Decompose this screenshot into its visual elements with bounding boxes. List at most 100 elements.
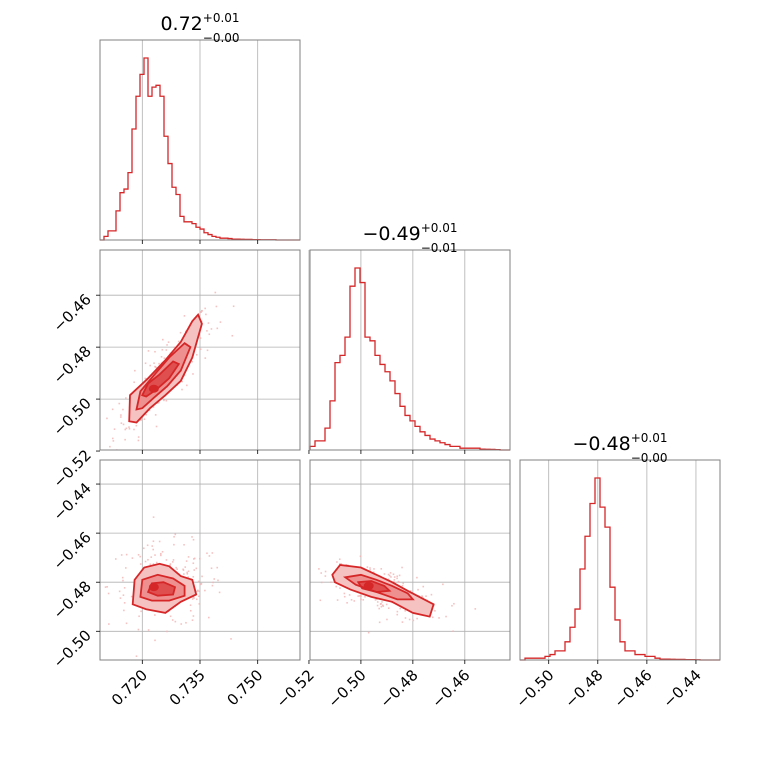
- sample-point: [338, 558, 341, 561]
- sample-point: [336, 561, 338, 563]
- sample-point: [350, 598, 353, 601]
- panel-frame: [519, 459, 721, 661]
- sample-point: [392, 573, 395, 576]
- param-title-minus-3: −0.00: [631, 451, 668, 465]
- sample-point: [324, 575, 327, 577]
- sample-point: [204, 357, 207, 359]
- param-title-minus-1: −0.00: [203, 31, 240, 45]
- sample-point: [191, 360, 194, 363]
- sample-point: [430, 593, 433, 596]
- sample-point: [324, 570, 327, 573]
- title-median: −0.48: [572, 433, 630, 455]
- sample-point: [122, 423, 125, 426]
- sample-point: [374, 599, 377, 601]
- sample-point: [396, 577, 398, 580]
- sample-point: [120, 422, 123, 424]
- contour-line-level-2: [139, 573, 186, 602]
- sample-point: [120, 554, 123, 556]
- joint-panel-3: [308, 459, 511, 664]
- sample-point: [416, 576, 418, 579]
- sample-point: [173, 543, 175, 546]
- sample-point: [154, 365, 156, 368]
- panel-frame: [309, 459, 511, 661]
- sample-point: [451, 604, 453, 607]
- joint-panel-2: −0.50−0.48−0.46−0.44: [50, 459, 301, 672]
- sample-point: [184, 566, 187, 568]
- sample-point: [183, 315, 186, 317]
- density-peak: [148, 583, 159, 592]
- sample-point: [369, 569, 371, 571]
- density-peak: [148, 384, 159, 393]
- sample-point: [392, 581, 395, 583]
- sample-point: [319, 599, 322, 602]
- sample-point: [425, 595, 427, 597]
- sample-point: [393, 579, 396, 581]
- sample-point: [191, 598, 194, 600]
- sample-point: [135, 424, 138, 427]
- sample-point: [208, 333, 211, 336]
- sample-point: [376, 601, 379, 603]
- sample-point: [118, 590, 121, 593]
- joint-panel-content: [100, 250, 300, 450]
- sample-point: [122, 579, 124, 582]
- sample-point: [154, 350, 156, 353]
- sample-point: [125, 622, 128, 625]
- sample-point: [152, 406, 155, 408]
- histogram-step-line: [520, 477, 720, 661]
- sample-point: [210, 328, 213, 330]
- sample-point: [155, 425, 158, 428]
- sample-point: [330, 581, 332, 584]
- sample-point: [452, 630, 454, 633]
- sample-point: [421, 595, 423, 598]
- sample-point: [210, 567, 213, 570]
- sample-point: [199, 337, 202, 339]
- sample-point: [422, 585, 425, 588]
- sample-point: [204, 307, 206, 310]
- sample-point: [173, 535, 175, 538]
- sample-point: [174, 620, 177, 623]
- sample-point: [152, 548, 154, 551]
- sample-point: [158, 362, 160, 365]
- sample-point: [147, 350, 150, 352]
- sample-point: [389, 572, 392, 574]
- sample-point: [187, 556, 190, 558]
- sample-point: [231, 334, 234, 337]
- sample-point: [182, 569, 185, 571]
- sample-point: [121, 576, 124, 579]
- sample-point: [339, 562, 341, 565]
- sample-point: [154, 614, 156, 616]
- sample-point: [378, 607, 381, 610]
- sample-point: [362, 599, 365, 601]
- sample-point: [401, 566, 403, 569]
- sample-point: [89, 603, 91, 605]
- sample-point: [123, 602, 126, 604]
- sample-point: [122, 594, 125, 596]
- sample-point: [343, 592, 346, 595]
- sample-point: [177, 340, 180, 343]
- sample-point: [346, 602, 348, 604]
- sample-point: [146, 544, 149, 547]
- sample-point: [197, 589, 199, 592]
- sample-point: [335, 585, 338, 588]
- sample-point: [206, 349, 209, 352]
- sample-point: [196, 353, 198, 356]
- sample-point: [383, 573, 386, 575]
- sample-point: [189, 604, 192, 606]
- sample-point: [381, 604, 384, 607]
- sample-point: [187, 570, 190, 573]
- sample-point: [125, 553, 128, 556]
- sample-point: [137, 628, 140, 631]
- y-tick-label: −0.48: [50, 577, 95, 622]
- sample-point: [401, 621, 404, 623]
- sample-point: [125, 427, 128, 430]
- x-tick-label: −0.46: [610, 666, 655, 711]
- sample-point: [193, 569, 196, 571]
- sample-point: [165, 399, 168, 402]
- sample-point: [474, 608, 477, 610]
- sample-point: [173, 346, 176, 349]
- sample-point: [412, 619, 415, 622]
- sample-point: [180, 623, 183, 625]
- sample-point: [200, 582, 203, 585]
- sample-point: [216, 566, 219, 569]
